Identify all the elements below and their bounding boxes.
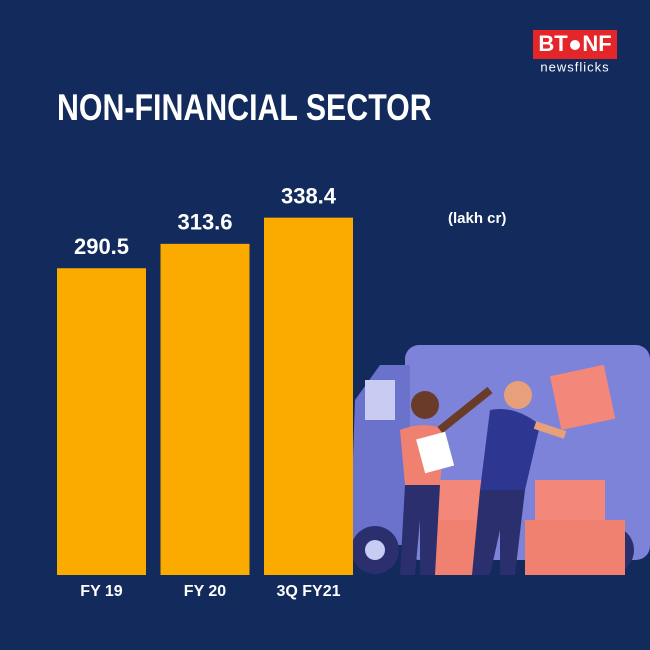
logo-right: NF bbox=[582, 31, 611, 56]
chart-title: NON-FINANCIAL SECTOR bbox=[57, 87, 432, 129]
value-label: 338.4 bbox=[281, 183, 337, 208]
person-shirt bbox=[480, 409, 540, 490]
box bbox=[535, 480, 605, 525]
unit-label: (lakh cr) bbox=[448, 210, 506, 227]
illustration bbox=[350, 345, 650, 575]
person-legs bbox=[400, 485, 440, 575]
logo-dot bbox=[570, 40, 580, 50]
logo-tagline: newsflicks bbox=[540, 59, 609, 74]
person-legs bbox=[472, 490, 525, 575]
bar bbox=[264, 217, 353, 575]
truck-window bbox=[365, 380, 395, 420]
x-tick-label: FY 19 bbox=[80, 583, 123, 600]
x-tick-label: 3Q FY21 bbox=[276, 583, 340, 600]
value-label: 313.6 bbox=[177, 210, 232, 235]
person-arm bbox=[437, 386, 493, 434]
x-tick-label: FY 20 bbox=[184, 583, 227, 600]
box bbox=[549, 364, 616, 431]
bar bbox=[57, 268, 146, 575]
logo-left: BT bbox=[538, 31, 568, 56]
box bbox=[525, 520, 625, 575]
wheel-hub bbox=[365, 540, 385, 560]
person-head bbox=[504, 381, 532, 409]
person-arm bbox=[533, 421, 567, 439]
person-head bbox=[411, 391, 439, 419]
bar bbox=[160, 243, 250, 576]
value-label: 290.5 bbox=[74, 234, 129, 259]
clipboard bbox=[416, 431, 455, 474]
